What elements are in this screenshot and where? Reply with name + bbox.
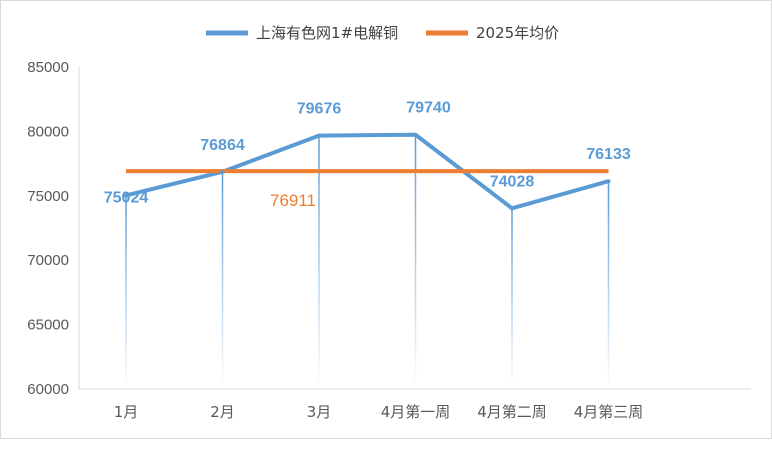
drop-line: [607, 181, 610, 389]
y-tick-label: 80000: [27, 123, 69, 140]
drop-line: [318, 135, 320, 389]
y-tick-label: 85000: [27, 59, 69, 76]
data-point: [606, 179, 611, 184]
x-tick-label: 4月第一周: [381, 403, 451, 421]
data-point: [124, 193, 128, 198]
x-tick-label: 4月第三周: [574, 403, 644, 421]
data-point: [317, 133, 321, 138]
chart-area: 上海有色网1#电解铜 2025年均价 60000 65000 70000 75000 80…: [0, 0, 772, 439]
x-axis: 1月 2月 3月 4月第一周 4月第二周 4月第三周: [79, 388, 751, 421]
legend-label: 2025年均价: [476, 24, 559, 42]
data-label: 76133: [586, 146, 631, 163]
data-label: 76864: [200, 137, 245, 154]
x-tick-label: 1月: [114, 403, 139, 421]
drop-line: [511, 208, 513, 389]
y-tick-label: 70000: [27, 252, 69, 269]
data-label: 79676: [297, 101, 342, 118]
x-tick-label: 4月第二周: [477, 403, 547, 421]
drop-lines: [125, 134, 610, 389]
legend-label: 上海有色网1#电解铜: [256, 24, 398, 42]
y-tick-label: 60000: [27, 381, 69, 398]
average-label: 76911: [270, 191, 316, 210]
drop-line: [414, 134, 417, 389]
y-tick-label: 65000: [27, 317, 69, 334]
series-layer: [124, 132, 611, 211]
data-label: 74028: [490, 173, 535, 190]
legend: 上海有色网1#电解铜 2025年均价: [206, 24, 559, 42]
y-axis: 60000 65000 70000 75000 80000 85000: [27, 59, 80, 398]
data-labels: 75024 76864 79676 79740 74028 76133 76911: [104, 100, 631, 210]
x-tick-label: 2月: [210, 403, 235, 421]
drop-line: [221, 171, 224, 389]
y-tick-label: 75000: [27, 188, 69, 205]
data-label: 79740: [406, 100, 451, 117]
data-point: [220, 169, 225, 174]
x-tick-label: 3月: [307, 403, 332, 421]
drop-line: [125, 195, 127, 389]
series-line-copper: [125, 132, 610, 211]
data-label: 75024: [104, 189, 149, 206]
line-chart: 上海有色网1#电解铜 2025年均价 60000 65000 70000 75000 80…: [27, 24, 751, 421]
data-point: [413, 132, 418, 137]
data-point: [510, 206, 514, 211]
